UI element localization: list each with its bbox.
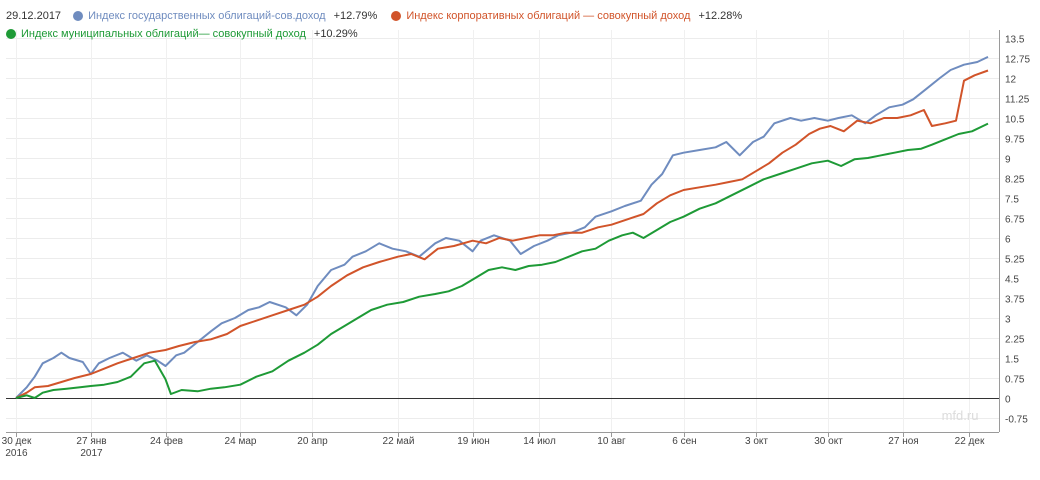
x-tick-label: 20 апр [297,436,328,447]
y-tick-label: 4.5 [1005,275,1019,286]
y-tick-label: 3 [1005,315,1011,326]
y-tick-label: 7.5 [1005,195,1019,206]
chart-date: 29.12.2017 [6,10,62,22]
legend-value-muni: +10.29% [313,28,358,40]
y-tick-label: 10.5 [1005,115,1025,126]
series-layer [15,55,989,399]
legend-marker-govt[interactable] [73,11,84,21]
series-line-muni[interactable] [15,122,989,399]
x-tick-label: 19 июн [457,436,490,447]
y-tick-label: 5.25 [1005,255,1025,266]
y-tick-label: 1.5 [1005,355,1019,366]
x-tick-label: 3 окт [745,436,768,447]
y-tick-label: 6 [1005,235,1011,246]
y-tick-label: 8.25 [1005,175,1025,186]
x-tick-label: 30 дек [2,436,32,447]
legend-row-2: Индекс муниципальных облигаций— совокупн… [6,28,372,40]
x-tick-label: 22 май [383,436,415,447]
y-tick-label: 6.75 [1005,215,1025,226]
y-tick-label: 2.25 [1005,335,1025,346]
legend-label-corp[interactable]: Индекс корпоративных облигаций — совокуп… [406,10,691,22]
plot-area-background [6,30,999,432]
x-tick-label: 6 сен [672,436,696,447]
x-tick-label: 24 мар [225,436,257,447]
legend-label-govt[interactable]: Индекс государственных облигаций-сов.дох… [88,10,326,22]
legend-row-1: 29.12.2017 Индекс государственных облига… [6,10,756,22]
y-tick-label: 13.5 [1005,35,1025,46]
y-tick-label: -0.75 [1005,415,1028,426]
y-tick-label: 12.75 [1005,55,1030,66]
y-tick-label: 0 [1005,395,1011,406]
y-tick-label: 11.25 [1005,95,1030,106]
x-tick-label: 10 авг [597,436,626,447]
y-tick-label: 0.75 [1005,375,1025,386]
x-tick-label: 27 янв [76,436,106,447]
y-tick-label: 9 [1005,155,1011,166]
legend-label-muni[interactable]: Индекс муниципальных облигаций— совокупн… [21,28,306,40]
x-tick-label: 22 дек [955,436,985,447]
x-tick-label: 27 ноя [888,436,918,447]
x-tick-label: 30 окт [814,436,843,447]
y-tick-label: 3.75 [1005,295,1025,306]
series-line-corp[interactable] [15,69,989,399]
y-tick-label: 12 [1005,75,1017,86]
legend-value-corp: +12.28% [698,10,743,22]
x-tick-year-label: 2017 [80,448,103,459]
y-axis: -0.75 0 0.75 1.5 2.25 3 3.75 4.5 5.25 6 6.75 7.5 8.2… [1005,35,1030,426]
series-line-govt[interactable] [15,55,989,399]
legend-marker-muni[interactable] [6,29,16,39]
x-tick-year-label: 2016 [5,448,28,459]
legend-marker-corp[interactable] [391,11,402,21]
x-tick-label: 24 фев [150,435,183,447]
y-tick-label: 9.75 [1005,135,1025,146]
x-tick-label: 14 июл [523,436,556,447]
legend-value-govt: +12.79% [333,10,378,22]
watermark: mfd.ru [942,408,979,423]
